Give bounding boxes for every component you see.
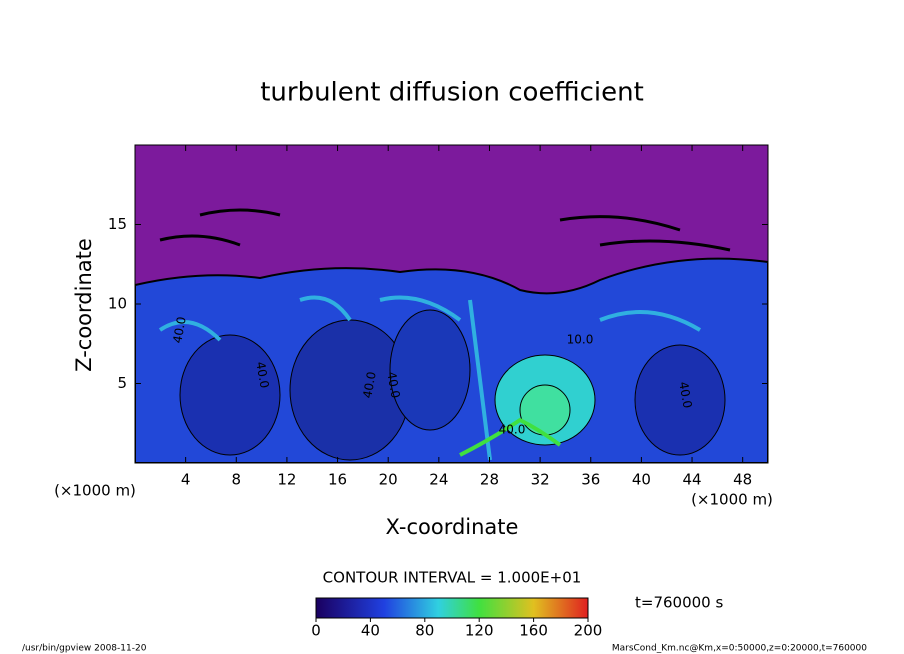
contour-label: 40.0	[360, 371, 378, 400]
x-tick-label: 28	[480, 471, 499, 489]
x-tick-label: 16	[328, 471, 347, 489]
x-unit: (×1000 m)	[691, 491, 773, 509]
y-tick-label: 10	[108, 295, 127, 313]
x-tick-label: 40	[632, 471, 651, 489]
contour-interval: CONTOUR INTERVAL = 1.000E+01	[323, 569, 582, 587]
contour-label: 40.0	[676, 381, 694, 410]
colorbar-tick-label: 80	[415, 622, 434, 640]
x-tick-label: 24	[429, 471, 448, 489]
contour-label: 40.0	[170, 316, 188, 345]
x-tick-label: 44	[682, 471, 701, 489]
x-unit: (×1000 m)	[54, 482, 136, 500]
colorbar-tick-label: 40	[361, 622, 380, 640]
x-tick-label: 36	[581, 471, 600, 489]
x-axis-label: X-coordinate	[386, 515, 519, 539]
contour-field: 40.0 40.0 40.0 40.0 40.0 10.0 40.0	[135, 145, 768, 463]
x-tick-label: 8	[232, 471, 242, 489]
colorbar-tick-label: 200	[574, 622, 603, 640]
time-label: t=760000 s	[635, 594, 723, 612]
x-tick-label: 48	[733, 471, 752, 489]
colorbar-tick-label: 0	[311, 622, 321, 640]
contour-label: 40.0	[253, 361, 271, 390]
colorbar	[315, 597, 589, 619]
footer-left: /usr/bin/gpview 2008-11-20	[22, 644, 147, 654]
y-axis-label: Z-coordinate	[72, 238, 96, 372]
contour-label: 10.0	[567, 333, 594, 347]
contour-label: 40.0	[499, 423, 526, 437]
colorbar-tick-label: 120	[465, 622, 494, 640]
colorbar-tick-label: 160	[519, 622, 548, 640]
contour-label: 40.0	[384, 371, 402, 400]
x-tick-label: 12	[277, 471, 296, 489]
y-tick-label: 15	[108, 215, 127, 233]
x-tick-label: 4	[181, 471, 191, 489]
footer-right: MarsCond_Km.nc@Km,x=0:50000,z=0:20000,t=…	[612, 644, 867, 654]
y-tick-label: 5	[117, 374, 127, 392]
x-tick-label: 32	[531, 471, 550, 489]
chart-title: turbulent diffusion coefficient	[260, 78, 644, 108]
x-tick-label: 20	[379, 471, 398, 489]
